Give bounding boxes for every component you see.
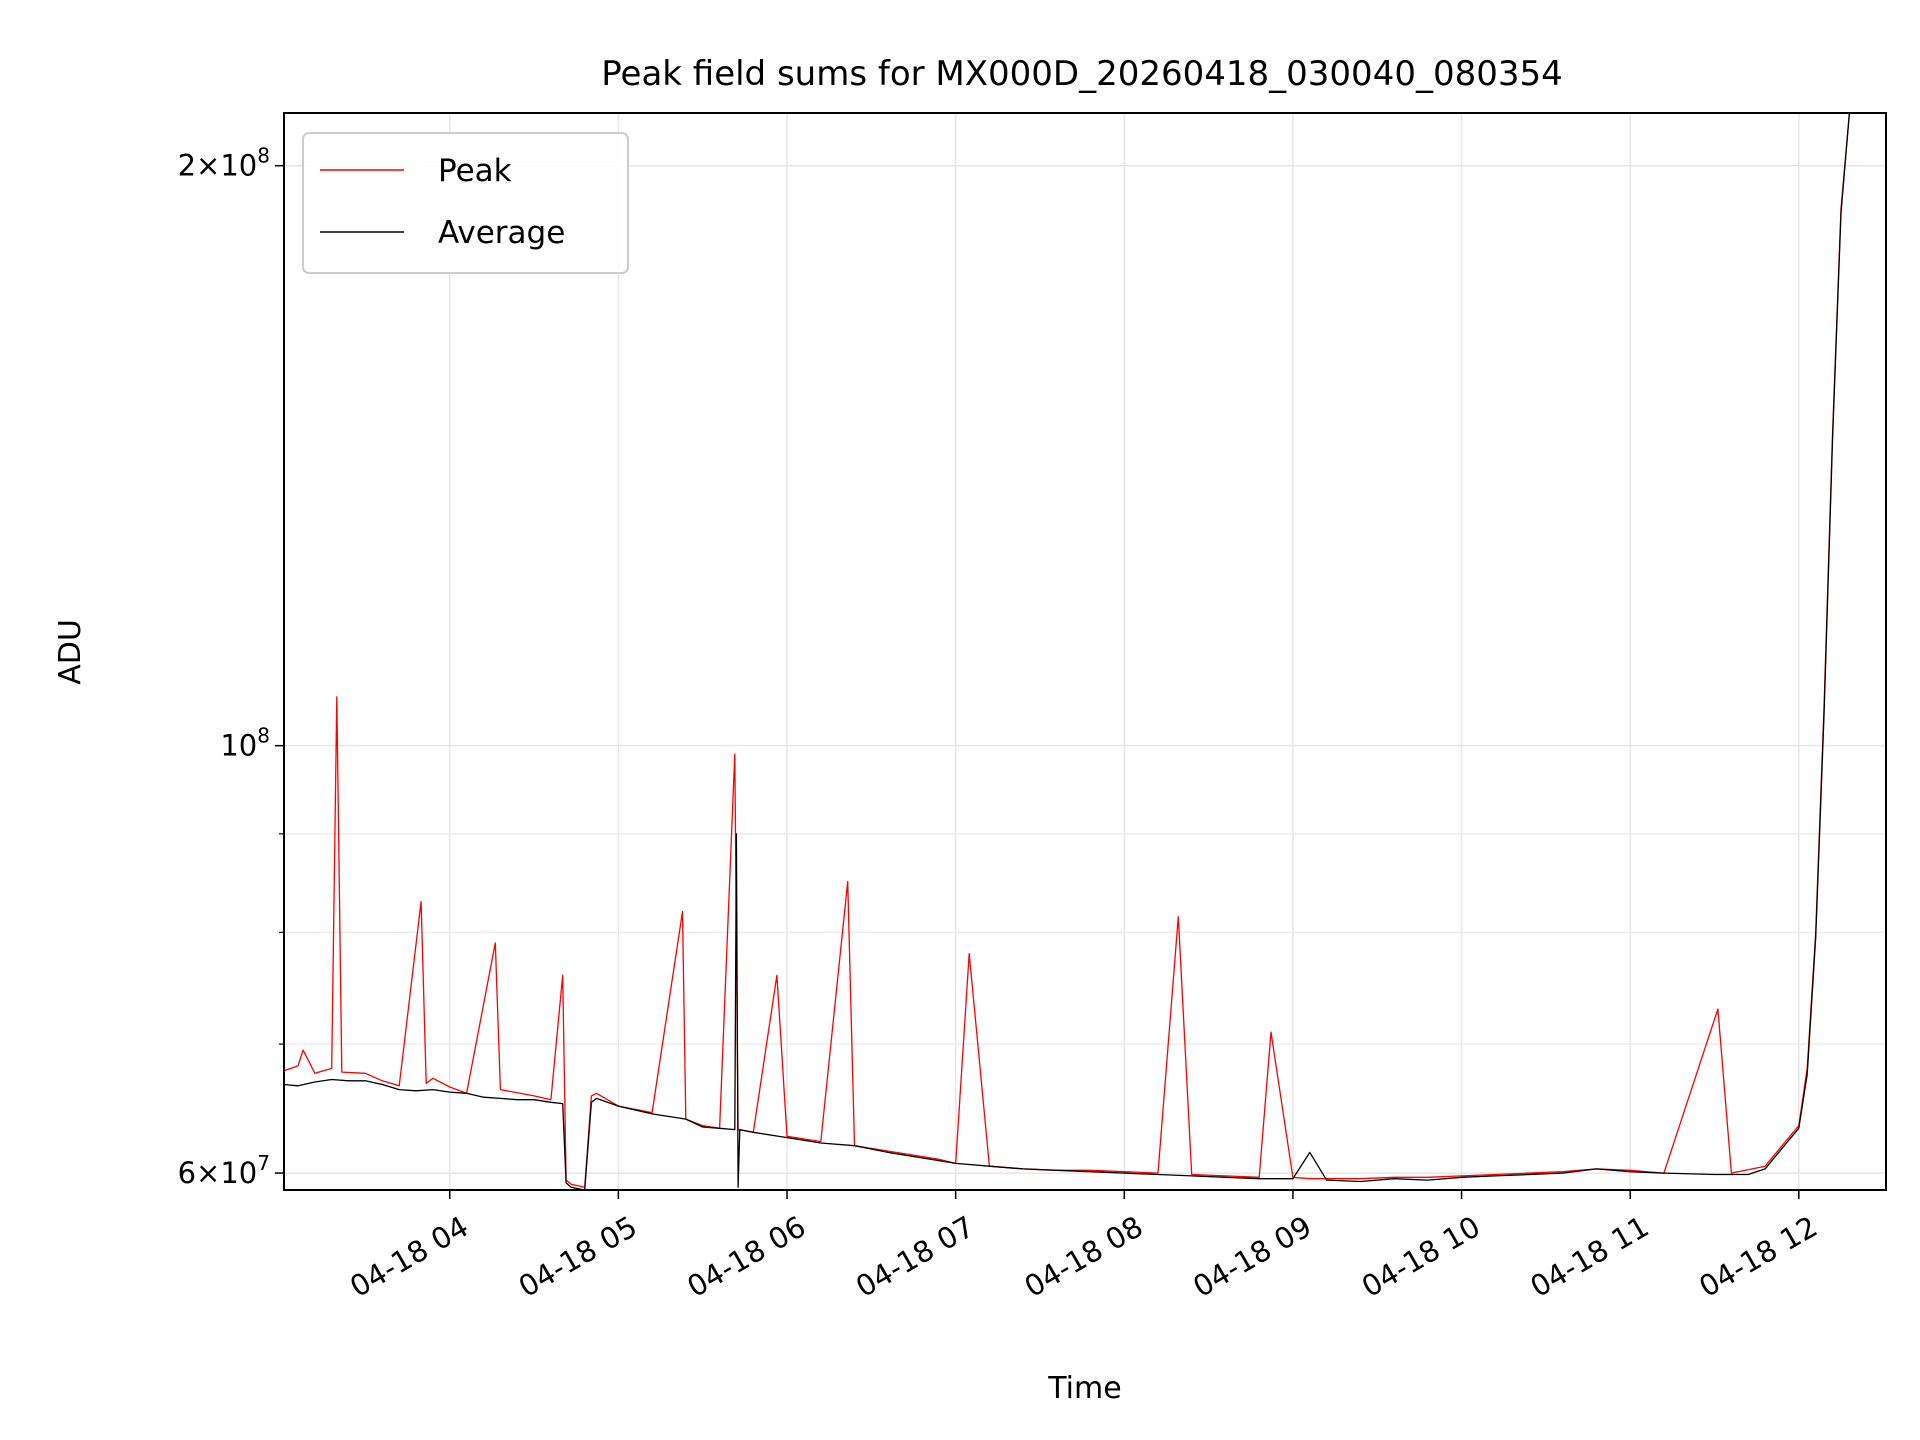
y-tick-label-exponent: 8 [257, 144, 270, 168]
chart-title: Peak field sums for MX000D_20260418_0300… [601, 54, 1563, 94]
series-line-peak [283, 112, 1855, 1188]
legend: Peak Average [302, 132, 629, 274]
grid-lines [284, 113, 1886, 1190]
y-tick-label-exponent: 8 [257, 724, 270, 748]
legend-label-average: Average [438, 215, 565, 251]
y-tick-label: 2×108 [178, 144, 270, 183]
series-layer [283, 112, 1855, 1191]
plot-area-frame [283, 112, 1887, 1191]
y-tick-label-base: 2×10 [178, 149, 258, 183]
x-axis-label: Time [1047, 1371, 1121, 1406]
y-axis-label: ADU [53, 619, 88, 685]
y-tick-label-exponent: 7 [257, 1151, 270, 1175]
y-tick-label: 6×107 [178, 1151, 270, 1190]
legend-box [302, 132, 629, 274]
y-tick-label-base: 10 [220, 729, 257, 763]
legend-label-peak: Peak [438, 153, 512, 189]
y-tick-label: 108 [220, 724, 270, 763]
y-tick-label-base: 6×10 [178, 1156, 258, 1190]
series-line-average [283, 112, 1855, 1191]
